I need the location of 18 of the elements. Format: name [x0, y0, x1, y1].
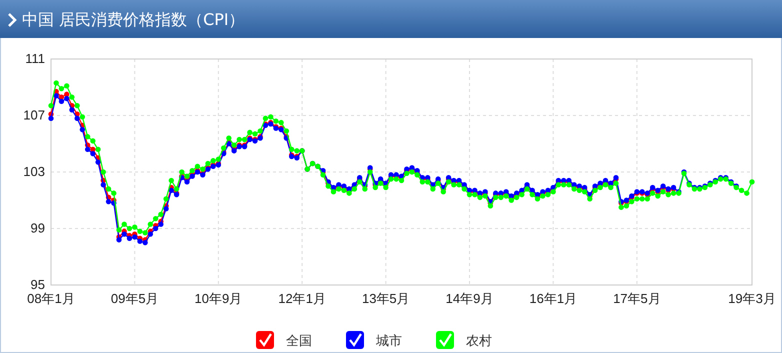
x-tick-label: 19年3月	[728, 291, 776, 306]
y-tick-label: 107	[23, 108, 45, 123]
y-tick-label: 99	[30, 220, 45, 236]
y-tick-label: 95	[30, 277, 45, 292]
x-tick-label: 12年1月	[278, 291, 326, 306]
y-tick-label: 103	[23, 164, 45, 180]
x-tick-label: 09年5月	[110, 291, 159, 306]
legend-label: 全国	[286, 334, 312, 349]
x-tick-label: 14年9月	[446, 291, 494, 306]
legend-label: 农村	[466, 334, 492, 349]
legend-label: 城市	[375, 334, 402, 349]
x-tick-label: 10年9月	[194, 291, 242, 306]
x-tick-label: 16年1月	[529, 291, 578, 306]
x-tick-label: 13年5月	[362, 291, 410, 306]
x-tick-label: 08年1月	[27, 291, 75, 306]
chart-title: 中国 居民消费价格指数（CPI）	[22, 10, 245, 29]
y-tick-label: 111	[25, 51, 45, 66]
x-tick-label: 17年5月	[613, 291, 661, 306]
